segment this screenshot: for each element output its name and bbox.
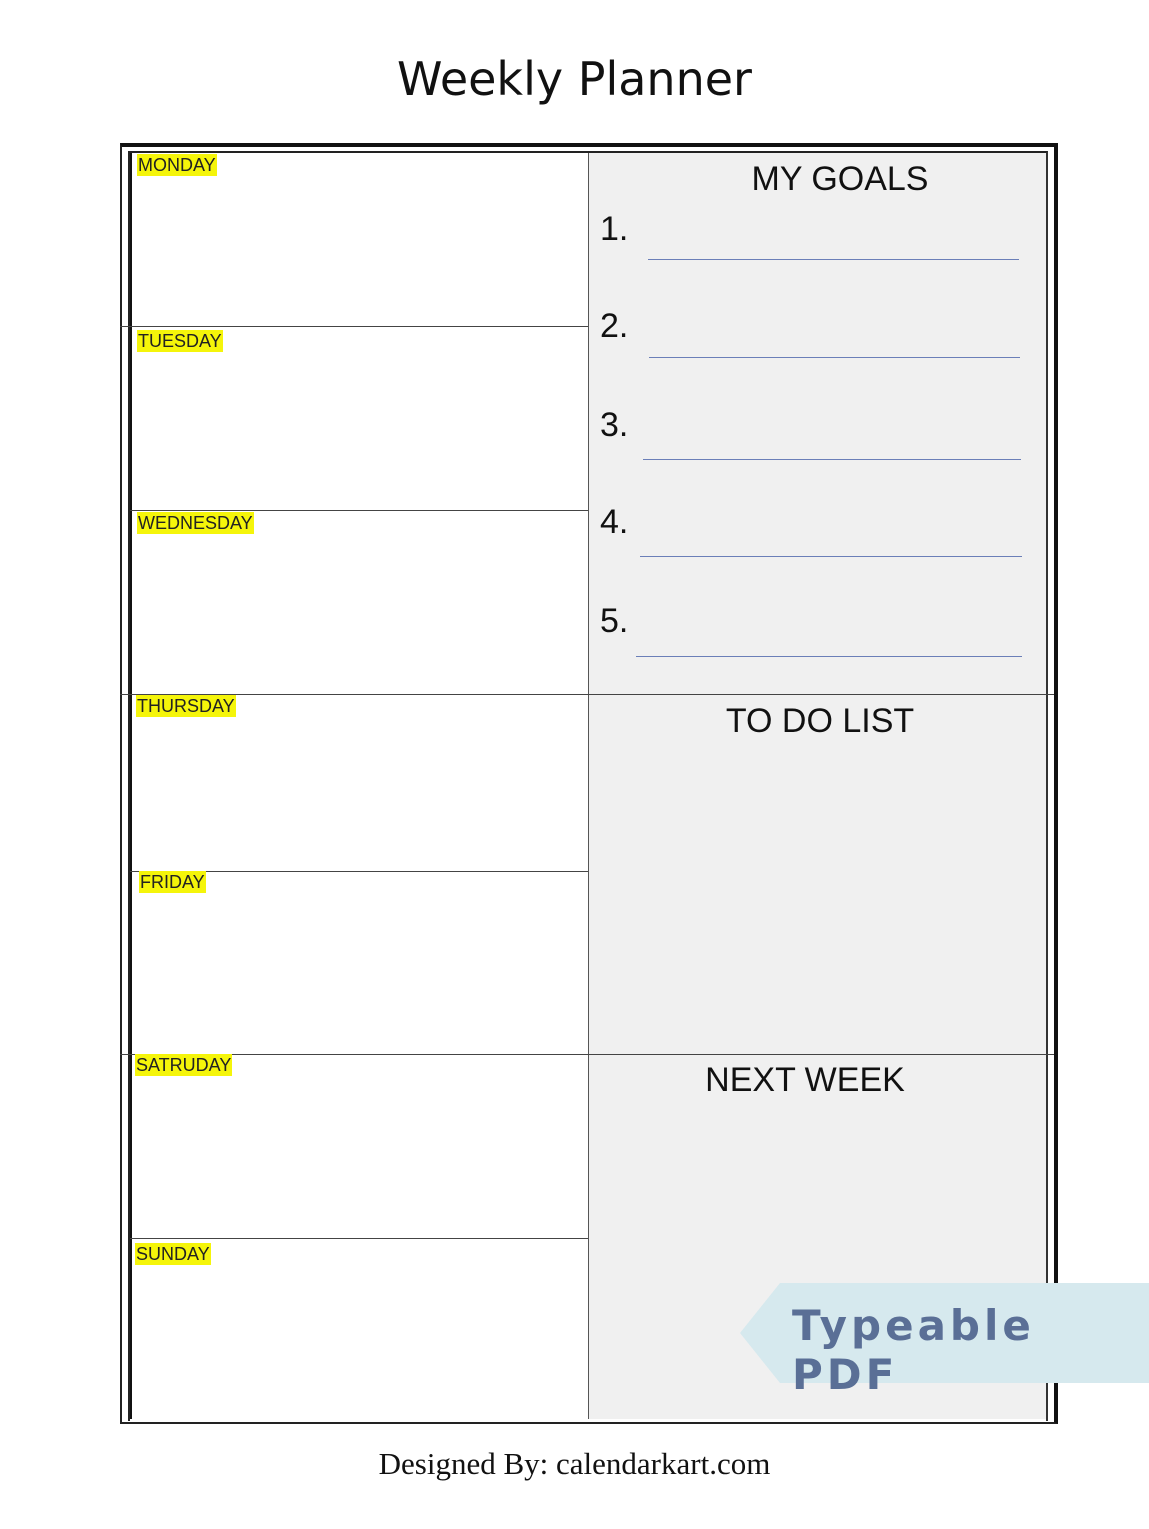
goal-number-5: 5. — [600, 602, 629, 640]
day-label-friday: FRIDAY — [139, 871, 206, 893]
typeable-pdf-badge: Typeable PDF — [740, 1283, 1149, 1399]
tuesday-entry-field[interactable] — [132, 356, 586, 508]
goal-input-5[interactable] — [636, 656, 1022, 657]
day-divider — [130, 510, 588, 511]
todo-entry-field[interactable] — [592, 750, 1042, 1050]
planner-outer-frame — [120, 143, 1058, 1424]
day-divider — [130, 1238, 588, 1239]
day-label-tuesday: TUESDAY — [137, 330, 223, 352]
saturday-entry-field[interactable] — [132, 1080, 586, 1236]
goal-input-4[interactable] — [640, 556, 1022, 557]
badge-arrow-shape — [740, 1283, 1149, 1383]
next-week-title: NEXT WEEK — [705, 1061, 905, 1099]
day-label-thursday: THURSDAY — [136, 695, 236, 717]
goal-number-4: 4. — [600, 503, 629, 541]
goal-number-1: 1. — [600, 210, 629, 248]
badge-label: Typeable PDF — [792, 1301, 1035, 1399]
sunday-entry-field[interactable] — [132, 1268, 586, 1418]
goal-input-1[interactable] — [648, 259, 1019, 260]
side-column — [588, 153, 1046, 1419]
section-divider — [120, 694, 1054, 695]
day-label-monday: MONDAY — [137, 154, 217, 176]
footer-credit: Designed By: calendarkart.com — [378, 1446, 771, 1481]
page-title: Weekly Planner — [397, 52, 752, 106]
day-label-saturday: SATRUDAY — [135, 1054, 233, 1076]
goals-title: MY GOALS — [751, 160, 929, 198]
monday-entry-field[interactable] — [132, 180, 586, 324]
goal-input-3[interactable] — [643, 459, 1021, 460]
thursday-entry-field[interactable] — [132, 720, 586, 869]
day-label-wednesday: WEDNESDAY — [137, 512, 254, 534]
wednesday-entry-field[interactable] — [132, 538, 586, 692]
goal-input-2[interactable] — [649, 357, 1020, 358]
day-divider — [120, 326, 588, 327]
day-divider — [130, 871, 588, 872]
next-week-entry-field[interactable] — [592, 1110, 1042, 1280]
goal-number-2: 2. — [600, 307, 629, 345]
friday-entry-field[interactable] — [132, 897, 586, 1052]
todo-title: TO DO LIST — [725, 702, 915, 740]
days-column — [130, 153, 589, 1419]
day-label-sunday: SUNDAY — [135, 1243, 211, 1265]
goal-number-3: 3. — [600, 406, 629, 444]
planner-inner-frame — [128, 151, 1048, 1421]
section-divider — [120, 1054, 1054, 1055]
